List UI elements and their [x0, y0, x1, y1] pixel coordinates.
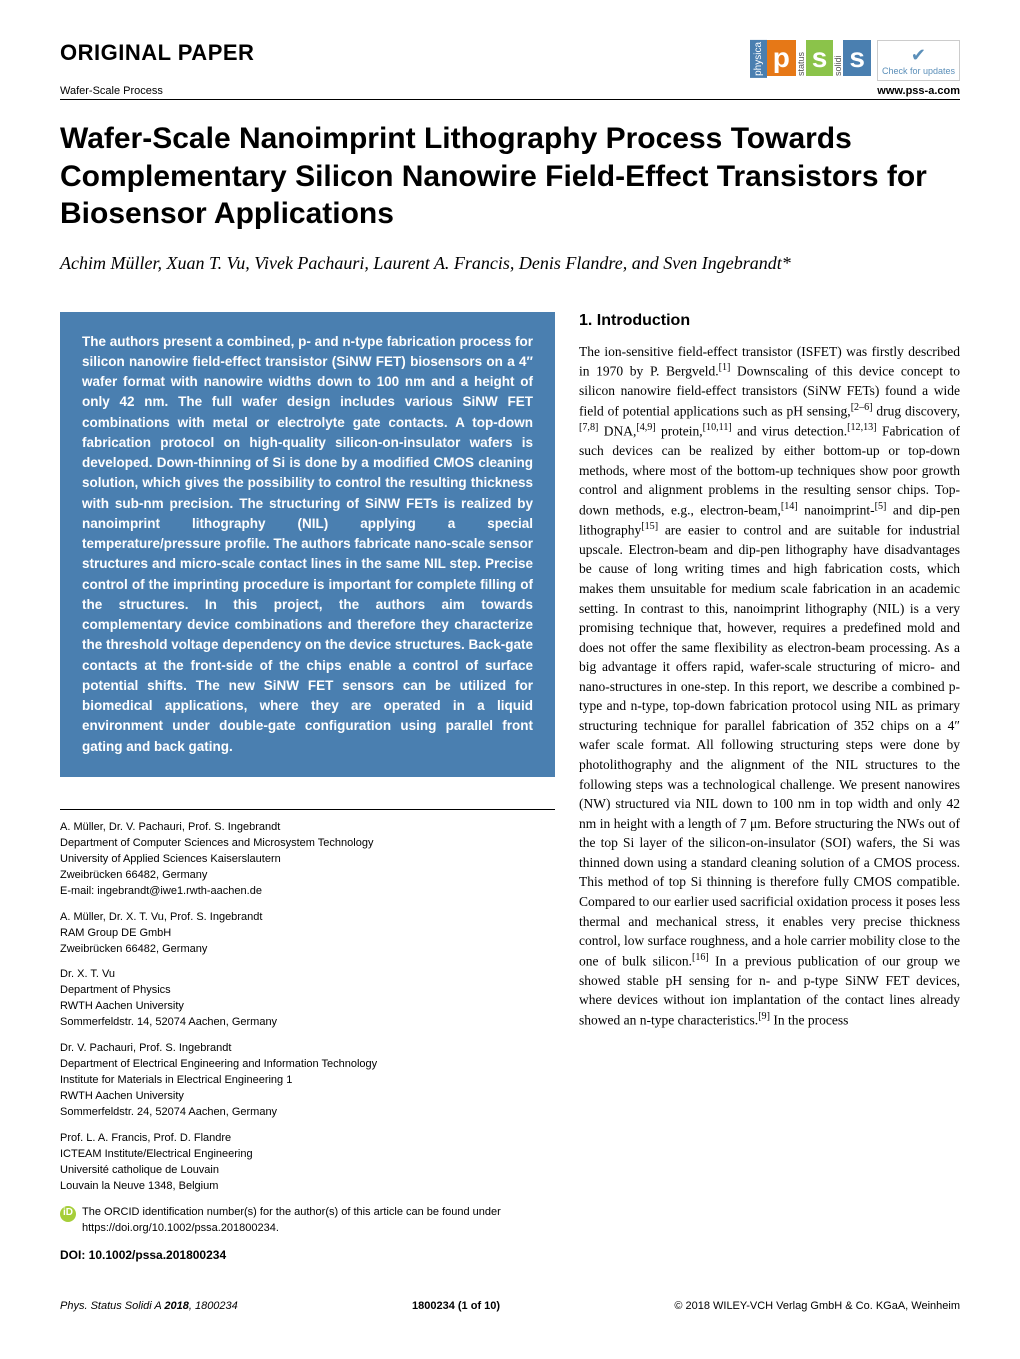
affil-line: Department of Computer Sciences and Micr… — [60, 836, 555, 852]
topic-label: Wafer-Scale Process — [60, 85, 163, 97]
logo-pss: p status s solidi s — [767, 40, 871, 76]
check-icon: ✔ — [882, 45, 955, 66]
affil-line: RWTH Aachen University — [60, 1089, 555, 1105]
affil-line: Department of Electrical Engineering and… — [60, 1057, 555, 1073]
orcid-text: The ORCID identification number(s) for t… — [82, 1205, 555, 1237]
abstract-box: The authors present a combined, p- and n… — [60, 312, 555, 777]
affiliation-item: A. Müller, Dr. X. T. Vu, Prof. S. Ingebr… — [60, 910, 555, 958]
affiliation-item: A. Müller, Dr. V. Pachauri, Prof. S. Ing… — [60, 820, 555, 900]
article-title: Wafer-Scale Nanoimprint Lithography Proc… — [60, 120, 960, 233]
orcid-icon: iD — [60, 1206, 76, 1222]
logo-s1-letter: s — [806, 40, 834, 76]
check-updates-badge[interactable]: ✔ Check for updates — [877, 40, 960, 81]
logo-s2-letter: s — [843, 40, 871, 76]
footer-page-number: 1800234 (1 of 10) — [412, 1300, 500, 1312]
footer-copyright: © 2018 WILEY-VCH Verlag GmbH & Co. KGaA,… — [674, 1300, 960, 1312]
page-footer: Phys. Status Solidi A 2018, 1800234 1800… — [60, 1300, 960, 1312]
logo-block: physica p status s solidi s ✔ Check for … — [750, 40, 960, 81]
footer-left: Phys. Status Solidi A 2018, 1800234 — [60, 1300, 238, 1312]
logo-physica-text: physica — [750, 40, 767, 78]
affil-line: Sommerfeldstr. 24, 52074 Aachen, Germany — [60, 1105, 555, 1121]
affiliations-block: A. Müller, Dr. V. Pachauri, Prof. S. Ing… — [60, 809, 555, 1264]
affil-line: Louvain la Neuve 1348, Belgium — [60, 1179, 555, 1195]
introduction-body: The ion-sensitive field-effect transisto… — [579, 342, 960, 1030]
affil-names: Prof. L. A. Francis, Prof. D. Flandre — [60, 1131, 555, 1147]
affil-line: University of Applied Sciences Kaisersla… — [60, 852, 555, 868]
affil-line: Université catholique de Louvain — [60, 1163, 555, 1179]
affil-line: Institute for Materials in Electrical En… — [60, 1073, 555, 1089]
author-list: Achim Müller, Xuan T. Vu, Vivek Pachauri… — [60, 251, 960, 276]
site-link[interactable]: www.pss-a.com — [877, 85, 960, 97]
affil-names: A. Müller, Dr. V. Pachauri, Prof. S. Ing… — [60, 820, 555, 836]
orcid-note: iD The ORCID identification number(s) fo… — [60, 1205, 555, 1237]
affil-line: Department of Physics — [60, 983, 555, 999]
affil-names: Dr. X. T. Vu — [60, 967, 555, 983]
logo-solidi-text: solidi — [833, 40, 843, 76]
section-heading-introduction: 1. Introduction — [579, 312, 960, 330]
affil-line: RAM Group DE GmbH — [60, 926, 555, 942]
affil-line: ICTEAM Institute/Electrical Engineering — [60, 1147, 555, 1163]
doi-label: DOI: 10.1002/pssa.201800234 — [60, 1247, 555, 1264]
logo-status-text: status — [796, 40, 806, 76]
affiliation-item: Dr. V. Pachauri, Prof. S. Ingebrandt Dep… — [60, 1041, 555, 1121]
affil-names: A. Müller, Dr. X. T. Vu, Prof. S. Ingebr… — [60, 910, 555, 926]
affil-line: Zweibrücken 66482, Germany — [60, 942, 555, 958]
affil-line: Zweibrücken 66482, Germany — [60, 868, 555, 884]
affil-line: Sommerfeldstr. 14, 52074 Aachen, Germany — [60, 1015, 555, 1031]
affiliation-item: Prof. L. A. Francis, Prof. D. Flandre IC… — [60, 1131, 555, 1195]
affiliation-item: Dr. X. T. Vu Department of Physics RWTH … — [60, 967, 555, 1031]
affil-line: E-mail: ingebrandt@iwe1.rwth-aachen.de — [60, 884, 555, 900]
affil-names: Dr. V. Pachauri, Prof. S. Ingebrandt — [60, 1041, 555, 1057]
paper-type-label: ORIGINAL PAPER — [60, 40, 254, 66]
logo-p-letter: p — [767, 40, 796, 76]
affil-line: RWTH Aachen University — [60, 999, 555, 1015]
check-updates-text: Check for updates — [882, 66, 955, 76]
